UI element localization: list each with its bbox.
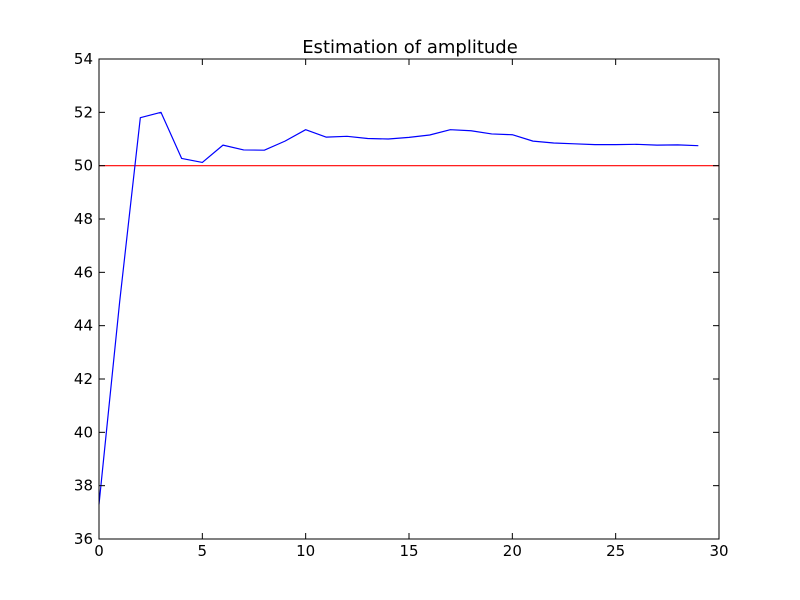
y-tick-label: 44 bbox=[74, 317, 93, 335]
axis-ticks: 0 5 10 15 20 25 30 36 38 40 42 44 46 48 50 52 54 bbox=[74, 50, 729, 560]
y-tick-label: 46 bbox=[74, 263, 93, 281]
y-tick-label: 38 bbox=[74, 477, 93, 495]
x-tick-label: 30 bbox=[709, 542, 728, 560]
x-tick-label: 25 bbox=[606, 542, 625, 560]
y-tick-label: 36 bbox=[74, 530, 93, 548]
x-tick-label: 0 bbox=[94, 542, 104, 560]
x-tick-label: 15 bbox=[399, 542, 418, 560]
x-tick-label: 5 bbox=[198, 542, 208, 560]
y-tick-label: 42 bbox=[74, 370, 93, 388]
y-tick-label: 48 bbox=[74, 210, 93, 228]
y-tick-label: 40 bbox=[74, 423, 93, 441]
y-tick-label: 54 bbox=[74, 50, 93, 68]
x-tick-label: 20 bbox=[503, 542, 522, 560]
chart-title: Estimation of amplitude bbox=[302, 37, 518, 58]
x-tick-label: 10 bbox=[296, 542, 315, 560]
series-line-0 bbox=[98, 111, 699, 505]
plot-frame bbox=[98, 58, 720, 540]
plot-area bbox=[98, 111, 719, 505]
y-tick-label: 50 bbox=[74, 157, 93, 175]
y-tick-label: 52 bbox=[74, 103, 93, 121]
